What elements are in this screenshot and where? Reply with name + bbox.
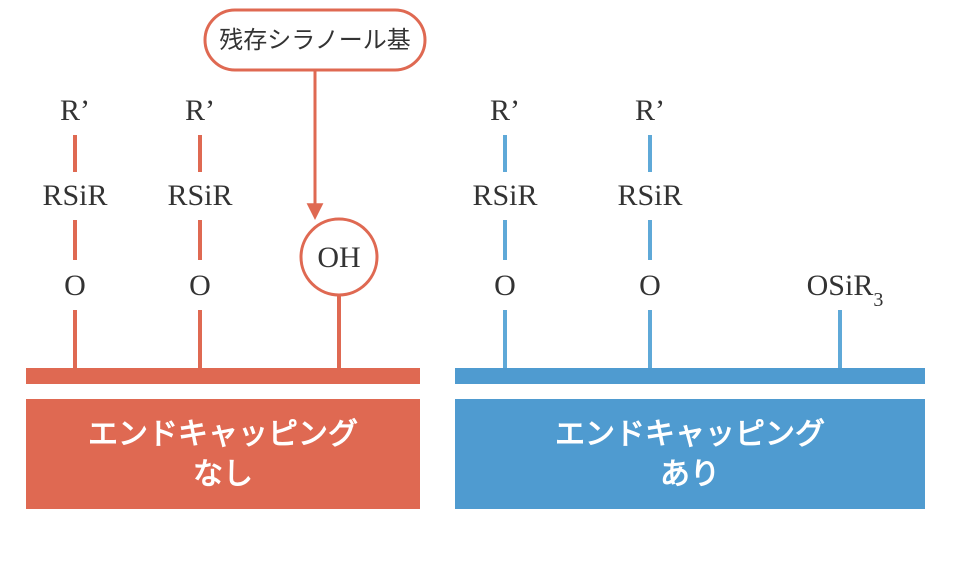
right-panel (455, 399, 925, 509)
left-chem-0-0: R’ (60, 94, 90, 127)
left-chem-0-2: O (64, 269, 86, 302)
right-chem-0-0: R’ (490, 94, 520, 127)
right-chem-1-0: R’ (635, 94, 665, 127)
right-chem-1-2: O (639, 269, 661, 302)
endcap-label: OSiR3 (807, 269, 884, 311)
left-panel (26, 399, 420, 509)
right-surface-bar (455, 368, 925, 384)
callout-arrow-head-icon (307, 203, 324, 220)
right-panel-label-line1: エンドキャッピング (555, 418, 825, 451)
left-chem-1-0: R’ (185, 94, 215, 127)
left-panel-label-line1: エンドキャッピング (88, 418, 358, 451)
left-chem-1-2: O (189, 269, 211, 302)
right-chem-1-1: RSiR (617, 179, 682, 212)
left-panel-label-line2: なし (193, 458, 253, 491)
right-chem-0-1: RSiR (472, 179, 537, 212)
left-chem-1-1: RSiR (167, 179, 232, 212)
callout-label: 残存シラノール基 (219, 27, 411, 54)
oh-label: OH (317, 241, 360, 274)
left-chem-0-1: RSiR (42, 179, 107, 212)
right-panel-label-line2: あり (660, 458, 720, 491)
left-surface-bar (26, 368, 420, 384)
right-chem-0-2: O (494, 269, 516, 302)
